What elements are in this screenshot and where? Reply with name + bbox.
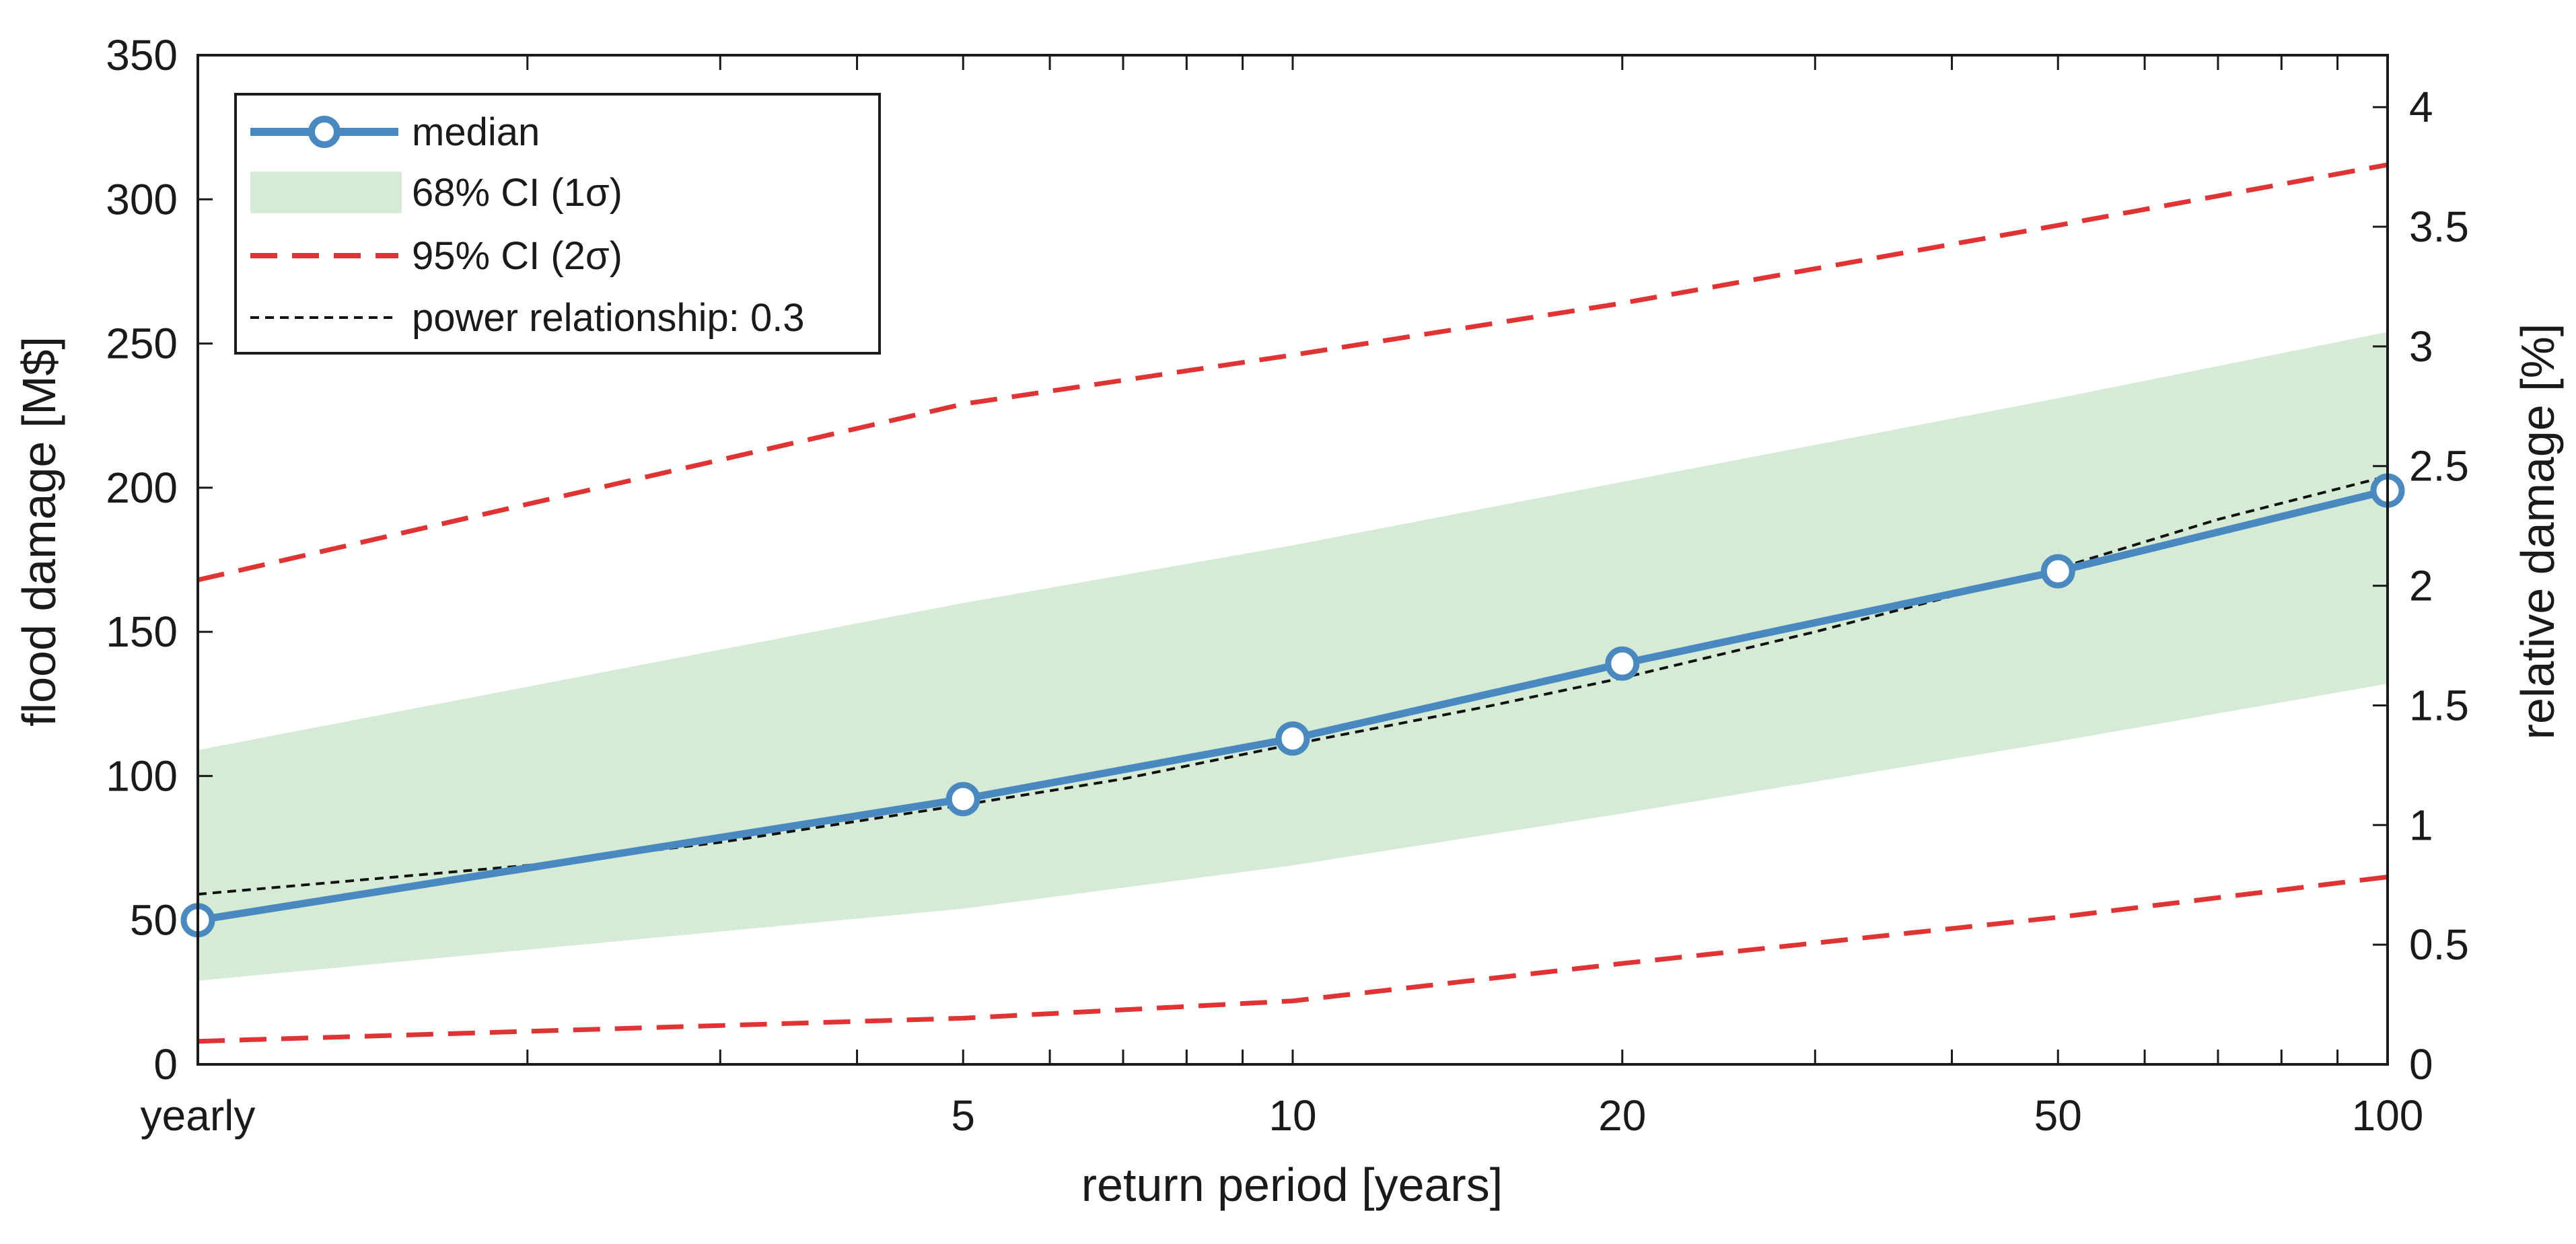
x-tick-label: 20 xyxy=(1598,1091,1646,1140)
legend-label-ci95: 95% CI (2σ) xyxy=(412,234,622,278)
median-marker xyxy=(945,782,980,817)
ci68-band xyxy=(198,332,2388,981)
legend-box xyxy=(234,93,881,355)
y2-tick-label: 0.5 xyxy=(2409,920,2469,969)
y2-tick-label: 3 xyxy=(2409,322,2433,371)
y2-tick-label: 1.5 xyxy=(2409,681,2469,729)
y2-tick-label: 4 xyxy=(2409,83,2433,131)
y-tick-label: 250 xyxy=(106,320,178,368)
x-tick-label: yearly xyxy=(141,1091,256,1140)
legend-entry-median: median xyxy=(250,110,540,154)
legend-entry-ci68: 68% CI (1σ) xyxy=(250,171,622,215)
y-tick-label: 350 xyxy=(106,31,178,79)
legend-entry-power: power relationship: 0.3 xyxy=(250,296,805,340)
y2-tick-label: 1 xyxy=(2409,801,2433,849)
median-marker xyxy=(1605,646,1640,681)
x-axis-title: return period [years] xyxy=(1081,1159,1503,1211)
legend-median-marker-swatch xyxy=(308,116,341,148)
y2-tick-label: 3.5 xyxy=(2409,203,2469,251)
legend: median 68% CI (1σ) 95% CI (2σ) power rel… xyxy=(234,93,881,355)
ci95-lower-line xyxy=(197,874,2388,1044)
y2-tick-label: 2.5 xyxy=(2409,442,2469,490)
legend-label-median: median xyxy=(412,110,540,154)
y-tick-label: 0 xyxy=(153,1040,178,1089)
legend-ci68-swatch xyxy=(250,172,402,213)
legend-label-ci68: 68% CI (1σ) xyxy=(412,171,622,215)
x-tick-label: 50 xyxy=(2034,1091,2082,1140)
x-tick-label: 5 xyxy=(951,1091,975,1140)
y-tick-label: 300 xyxy=(106,175,178,223)
median-marker xyxy=(2040,554,2075,589)
y2-tick-label: 2 xyxy=(2409,562,2433,610)
plot-frame xyxy=(196,54,2389,1066)
y-tick-label: 150 xyxy=(106,608,178,656)
median-line xyxy=(197,486,2389,924)
ci68-band-layer xyxy=(198,332,2388,981)
y2-axis-title: relative damage [%] xyxy=(2511,324,2564,740)
x-tick-label: 100 xyxy=(2352,1091,2424,1140)
y-tick-label: 100 xyxy=(106,752,178,800)
legend-entry-ci95: 95% CI (2σ) xyxy=(250,234,622,278)
median-marker xyxy=(1275,721,1310,756)
y-tick-label: 50 xyxy=(130,896,178,945)
x-tick-label: 10 xyxy=(1268,1091,1316,1140)
y2-tick-label: 0 xyxy=(2409,1040,2433,1089)
y-axis-title: flood damage [M$] xyxy=(13,336,65,727)
legend-label-power: power relationship: 0.3 xyxy=(412,296,805,340)
series-layer xyxy=(180,162,2405,1044)
tick-label-layer: yearly 5 10 20 50 10005010015020025030035000.… xyxy=(106,31,2469,1140)
y-tick-label: 200 xyxy=(106,464,178,512)
